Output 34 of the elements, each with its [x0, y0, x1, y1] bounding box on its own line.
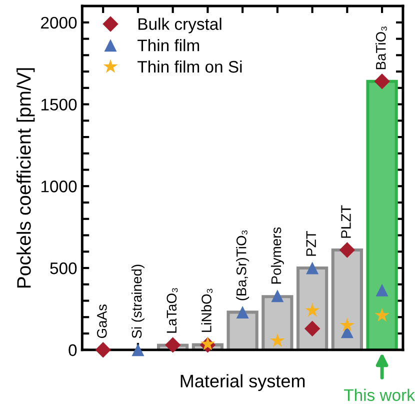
y-tick-label: 1000	[42, 180, 77, 192]
point	[374, 74, 390, 90]
point	[304, 320, 320, 336]
x-tick-label: Polymers	[270, 227, 284, 284]
point	[376, 284, 388, 296]
point	[271, 290, 284, 302]
x-axis-title: Material system	[180, 374, 305, 391]
x-tick-label: PLZT	[341, 205, 351, 238]
legend-label: Thin film on Si	[138, 60, 242, 73]
point	[339, 242, 356, 258]
x-tick-label: Si (strained)	[131, 264, 144, 338]
point	[95, 342, 111, 358]
x-tick-label: BaTiO₃	[376, 26, 387, 70]
point	[236, 306, 249, 318]
y-tick-label: 2000	[41, 16, 77, 29]
point	[164, 337, 181, 353]
x-tick-label: (Ba,Sr)TiO₃	[236, 230, 250, 300]
annotation: This work	[344, 388, 415, 401]
y-tick-label: 500	[50, 262, 77, 274]
point	[374, 308, 390, 322]
legend-label: Thin film	[138, 39, 200, 52]
x-tick-label: LaTaO₃	[166, 288, 178, 333]
point	[305, 302, 320, 317]
x-tick-label: LiNbO₃	[201, 288, 213, 332]
legend-label: Bulk crystal	[138, 18, 222, 34]
y-axis-title: Pockels coefficient [pm/V]	[16, 68, 35, 288]
x-tick-label: PZT	[306, 230, 316, 256]
point	[132, 344, 144, 356]
y-tick-label: 0	[68, 344, 77, 356]
y-tick-label: 1500	[42, 98, 77, 110]
point	[270, 333, 285, 348]
point	[306, 262, 319, 274]
x-tick-label: GaAs	[96, 304, 107, 338]
point	[340, 318, 354, 332]
